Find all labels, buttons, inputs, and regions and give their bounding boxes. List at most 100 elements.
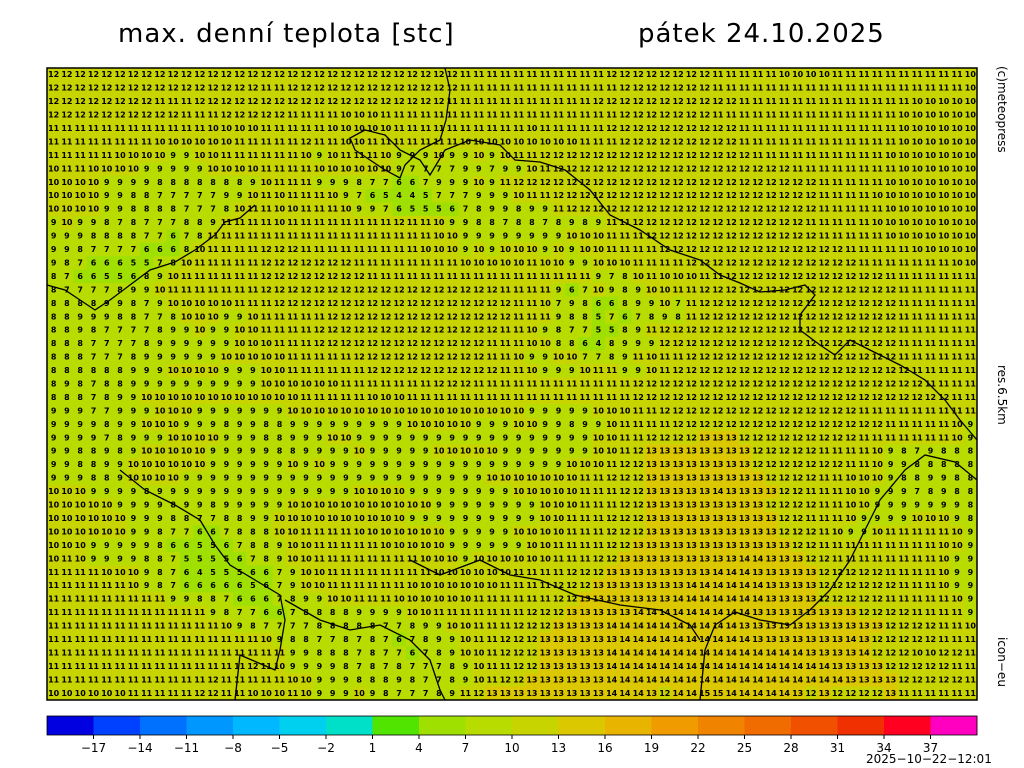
grid-value: 12 bbox=[380, 353, 391, 362]
grid-value: 7 bbox=[675, 299, 681, 308]
grid-value: 12 bbox=[340, 312, 351, 321]
grid-value: 11 bbox=[48, 124, 60, 133]
grid-value: 12 bbox=[646, 70, 657, 79]
grid-value: 11 bbox=[168, 285, 180, 294]
grid-cell bbox=[525, 81, 540, 96]
grid-cell bbox=[485, 94, 500, 109]
grid-value: 12 bbox=[659, 70, 670, 79]
grid-value: 11 bbox=[274, 339, 286, 348]
grid-value: 12 bbox=[726, 353, 737, 362]
grid-value: 9 bbox=[157, 353, 163, 362]
grid-value: 12 bbox=[181, 84, 192, 93]
grid-value: 11 bbox=[925, 70, 937, 79]
grid-value: 11 bbox=[247, 137, 259, 146]
grid-value: 12 bbox=[752, 232, 763, 241]
grid-value: 12 bbox=[673, 178, 684, 187]
grid-cell bbox=[485, 135, 500, 150]
grid-value: 7 bbox=[157, 232, 163, 241]
grid-value: 11 bbox=[553, 97, 565, 106]
grid-cell bbox=[113, 148, 128, 163]
grid-cell bbox=[47, 108, 61, 123]
grid-cell bbox=[379, 108, 393, 123]
grid-value: 11 bbox=[805, 151, 817, 160]
grid-cell bbox=[259, 148, 274, 163]
grid-value: 11 bbox=[885, 111, 897, 120]
grid-value: 12 bbox=[327, 339, 338, 348]
grid-value: 11 bbox=[965, 299, 977, 308]
grid-value: 12 bbox=[301, 285, 312, 294]
grid-value: 12 bbox=[606, 178, 617, 187]
grid-value: 10 bbox=[540, 258, 552, 267]
grid-value: 12 bbox=[686, 97, 697, 106]
grid-cell bbox=[804, 108, 819, 123]
grid-value: 8 bbox=[489, 218, 495, 227]
grid-value: 11 bbox=[726, 111, 738, 120]
grid-value: 9 bbox=[224, 366, 230, 375]
grid-value: 12 bbox=[380, 84, 391, 93]
grid-value: 12 bbox=[593, 178, 604, 187]
grid-cell bbox=[73, 81, 88, 96]
grid-cell bbox=[857, 81, 872, 96]
grid-value: 9 bbox=[582, 258, 588, 267]
grid-value: 10 bbox=[779, 70, 791, 79]
grid-cell bbox=[153, 148, 168, 163]
grid-value: 11 bbox=[287, 232, 299, 241]
grid-value: 10 bbox=[420, 245, 432, 254]
grid-value: 10 bbox=[925, 124, 937, 133]
grid-value: 12 bbox=[766, 258, 777, 267]
grid-value: 12 bbox=[633, 205, 644, 214]
grid-value: 5 bbox=[609, 326, 615, 335]
grid-value: 11 bbox=[659, 366, 671, 375]
grid-value: 10 bbox=[261, 178, 273, 187]
grid-value: 12 bbox=[261, 111, 272, 120]
grid-value: 11 bbox=[912, 258, 924, 267]
grid-cell bbox=[445, 68, 460, 82]
grid-value: 9 bbox=[117, 191, 123, 200]
grid-value: 12 bbox=[646, 97, 657, 106]
grid-value: 9 bbox=[569, 218, 575, 227]
grid-cell bbox=[392, 121, 407, 136]
grid-cell bbox=[605, 94, 619, 109]
grid-cell bbox=[432, 135, 447, 150]
grid-cell bbox=[472, 94, 486, 109]
grid-cell bbox=[365, 81, 380, 96]
grid-value: 10 bbox=[952, 124, 964, 133]
grid-value: 7 bbox=[370, 178, 376, 187]
grid-cell bbox=[312, 108, 327, 123]
grid-value: 12 bbox=[168, 70, 179, 79]
grid-value: 9 bbox=[131, 380, 137, 389]
grid-value: 12 bbox=[699, 380, 710, 389]
grid-cell bbox=[578, 108, 593, 123]
grid-value: 10 bbox=[553, 353, 565, 362]
grid-value: 12 bbox=[48, 97, 59, 106]
grid-value: 12 bbox=[234, 84, 245, 93]
grid-value: 11 bbox=[553, 84, 565, 93]
grid-value: 11 bbox=[208, 258, 220, 267]
grid-value: 11 bbox=[925, 353, 937, 362]
grid-cell bbox=[551, 94, 566, 109]
grid-value: 12 bbox=[885, 380, 896, 389]
grid-value: 12 bbox=[686, 84, 697, 93]
grid-value: 10 bbox=[247, 164, 259, 173]
grid-value: 10 bbox=[327, 124, 339, 133]
grid-value: 12 bbox=[872, 326, 883, 335]
grid-value: 11 bbox=[420, 124, 432, 133]
grid-value: 10 bbox=[526, 245, 538, 254]
grid-value: 11 bbox=[261, 164, 273, 173]
grid-value: 11 bbox=[340, 245, 352, 254]
grid-value: 10 bbox=[128, 151, 140, 160]
grid-value: 12 bbox=[274, 245, 285, 254]
grid-cell bbox=[857, 94, 872, 109]
grid-cell bbox=[791, 108, 805, 123]
grid-value: 8 bbox=[622, 326, 628, 335]
grid-cell bbox=[166, 148, 181, 163]
grid-value: 10 bbox=[168, 299, 180, 308]
grid-value: 4 bbox=[396, 191, 402, 200]
grid-value: 11 bbox=[580, 111, 592, 120]
grid-value: 9 bbox=[556, 285, 562, 294]
grid-value: 9 bbox=[423, 151, 429, 160]
grid-value: 12 bbox=[340, 285, 351, 294]
grid-value: 12 bbox=[686, 137, 697, 146]
grid-value: 12 bbox=[447, 339, 458, 348]
grid-value: 12 bbox=[752, 353, 763, 362]
